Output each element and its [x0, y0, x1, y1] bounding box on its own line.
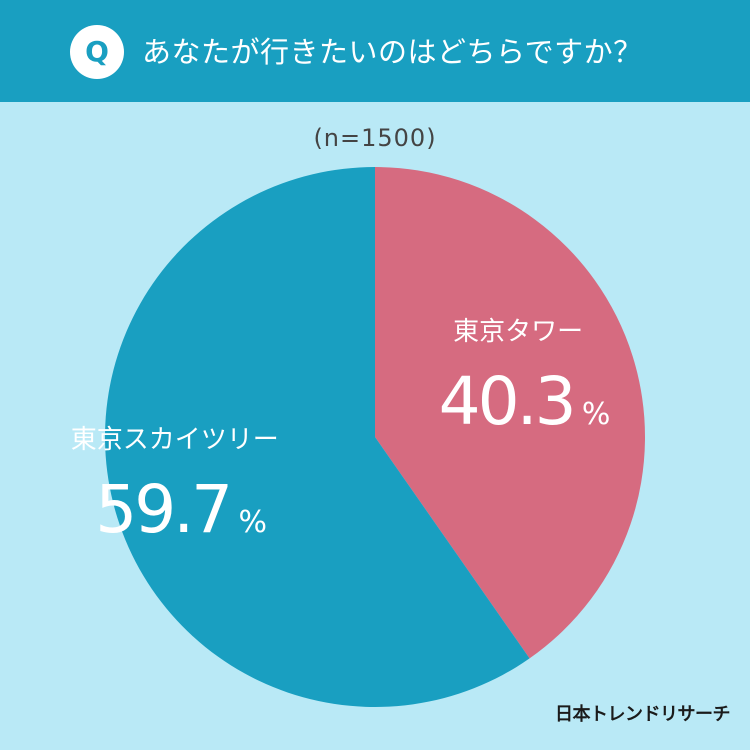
pie-slice-tokyo-tower [375, 167, 646, 659]
q-badge-letter: Q [85, 35, 109, 68]
sample-size: (n=1500) [313, 124, 437, 152]
slice-label-tokyo-tower: 東京タワー [453, 317, 583, 347]
slice-unit-tokyo-skytree: % [238, 505, 267, 540]
slice-label-tokyo-skytree: 東京スカイツリー [71, 425, 279, 455]
q-badge: Q [70, 25, 124, 79]
question-header: Q あなたが行きたいのはどちらですか？ [0, 0, 750, 102]
question-text: あなたが行きたいのはどちらですか？ [142, 35, 643, 69]
slice-unit-tokyo-tower: % [582, 397, 611, 432]
slice-value-tokyo-skytree: 59.7 [95, 471, 230, 548]
pie-slice-tokyo-skytree [105, 167, 530, 708]
slice-value-tokyo-tower: 40.3 [439, 363, 574, 440]
source-credit: 日本トレンドリサーチ [555, 704, 731, 725]
